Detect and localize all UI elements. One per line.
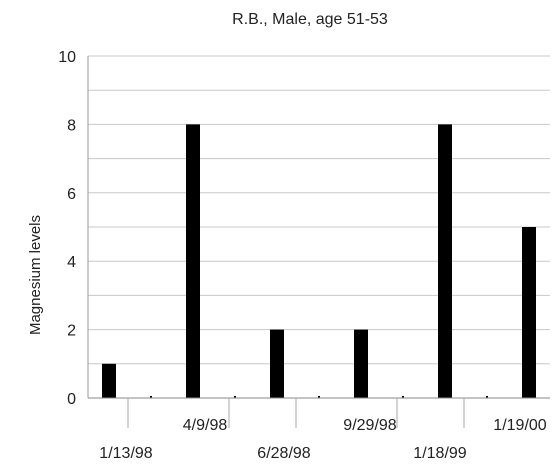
y-tick-labels: 0 2 4 6 8 10 (58, 49, 76, 408)
bar (270, 329, 284, 398)
x-tick-label: 6/28/98 (257, 445, 310, 462)
bar (150, 396, 152, 398)
bar (186, 124, 200, 399)
bar (234, 396, 236, 398)
bar (402, 396, 404, 398)
gridlines (88, 55, 550, 365)
bar (438, 124, 452, 399)
y-tick-label: 8 (67, 117, 76, 134)
x-tick-labels: 4/9/98 9/29/98 1/19/00 1/13/98 6/28/98 1/18/9… (99, 417, 546, 462)
chart-title: R.B., Male, age 51-53 (232, 11, 388, 28)
bar (102, 363, 116, 398)
axes (87, 56, 550, 428)
x-tick-label: 4/9/98 (183, 417, 228, 434)
x-tick-label: 1/13/98 (99, 445, 152, 462)
y-axis-label: Magnesium levels (27, 215, 44, 335)
y-tick-label: 4 (67, 254, 76, 271)
bar (318, 396, 320, 398)
y-tick-label: 10 (58, 49, 76, 66)
x-tick-label: 1/18/99 (413, 445, 466, 462)
x-tick-label: 1/19/00 (493, 417, 546, 434)
bar (522, 227, 536, 398)
bar (354, 329, 368, 398)
bars (102, 124, 536, 399)
x-tick-label: 9/29/98 (343, 417, 396, 434)
y-tick-label: 0 (67, 391, 76, 408)
y-tick-label: 2 (67, 323, 76, 340)
y-tick-label: 6 (67, 186, 76, 203)
bar (486, 396, 488, 398)
